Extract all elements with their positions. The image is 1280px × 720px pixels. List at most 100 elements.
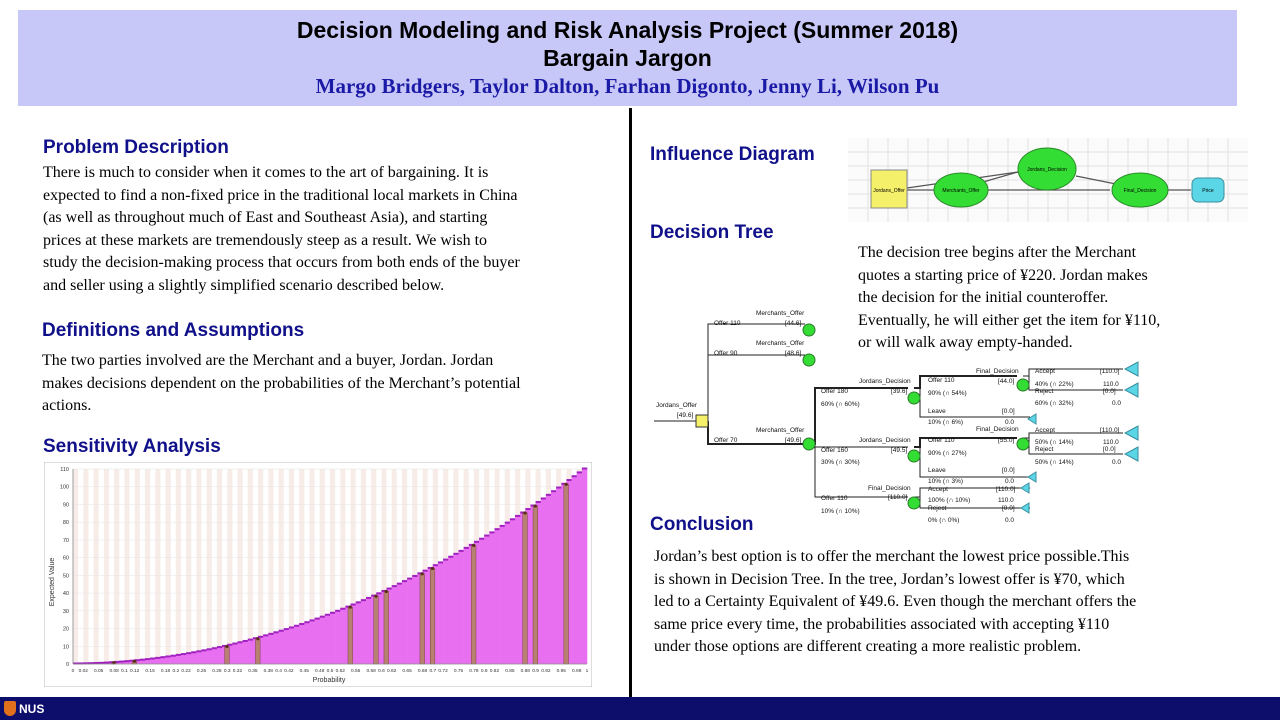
tree-label: 0.0 [1005, 419, 1014, 426]
tree-label: Merchants_Offer [756, 427, 805, 434]
chart-stripe [216, 469, 223, 664]
definitions-heading: Definitions and Assumptions [42, 320, 305, 341]
chart-bar-cap [540, 497, 547, 500]
chart-bar [150, 659, 156, 664]
tree-label: Accept [1035, 368, 1055, 375]
chart-bar [273, 632, 279, 664]
chart-bar-cap [73, 662, 79, 665]
chart-xlabel: Probability [313, 677, 346, 684]
chart-bar [155, 658, 161, 664]
tree-label: Final_Decision [868, 485, 911, 492]
chart-bar [170, 656, 177, 664]
chart-bar [309, 620, 315, 664]
chart-bar-cap [232, 642, 238, 645]
chart-highlight-point [384, 589, 388, 594]
tree-label: Offer 110 [714, 320, 741, 327]
tree-label: [0.0] [1002, 505, 1015, 512]
chart-bar [294, 626, 300, 664]
merchants-offer-label: Merchants_Offer [942, 188, 979, 194]
chart-bar-cap [381, 589, 387, 592]
chart-bar-cap [98, 661, 105, 664]
chart-highlight-point [523, 511, 527, 515]
chart-bar-cap [175, 653, 182, 656]
chart-bar-cap [134, 659, 141, 662]
chart-xtick-label: 0.25 [197, 668, 207, 674]
tree-chance-node [907, 496, 921, 510]
tree-label: Accept [1035, 427, 1055, 434]
chart-bar-cap [139, 658, 146, 661]
tree-label: 90% (∩ 54%) [928, 390, 967, 397]
chart-bar [571, 476, 578, 664]
chart-bar [576, 472, 583, 664]
chart-bar-cap [319, 615, 326, 618]
price-label: Price [1202, 188, 1214, 194]
chart-stripe [103, 469, 109, 664]
chart-ytick-label: 40 [63, 591, 69, 597]
tree-label: Accept [928, 486, 948, 493]
tree-label: 0.0 [1112, 400, 1121, 407]
tree-label: 110.0 [998, 497, 1014, 504]
chart-xtick-label: 0.88 [521, 668, 531, 674]
tree-label: [49.5] [891, 447, 907, 454]
definitions-text: The two parties involved are the Merchan… [42, 350, 622, 418]
chart-bar-cap [509, 518, 516, 521]
chart-stripe [268, 469, 274, 664]
chart-bar [494, 529, 500, 664]
chart-bar [186, 653, 192, 664]
chart-bar-cap [535, 501, 542, 504]
chart-bar-cap [165, 655, 171, 658]
final-decision-label: Final_Decision [1124, 188, 1157, 194]
chart-bar [175, 655, 182, 664]
tree-label: Leave [928, 408, 946, 415]
tree-label: [48.6] [785, 350, 801, 357]
chart-bar [350, 605, 356, 664]
chart-bar [314, 619, 321, 664]
chart-bar-cap [196, 650, 202, 653]
chart-highlight-point [256, 637, 260, 641]
chart-bar [401, 581, 408, 664]
chart-bar-cap [571, 475, 578, 478]
chart-bar [458, 551, 464, 664]
sensitivity-heading: Sensitivity Analysis [43, 436, 221, 457]
tree-label: [0.0] [1103, 446, 1116, 453]
chart-bar-cap [443, 558, 449, 561]
tree-label: 0.0 [1005, 517, 1014, 524]
conclusion-line: led to a Certainty Equivalent of ¥49.6. … [654, 593, 1137, 610]
chart-xtick-label: 1 [586, 668, 589, 674]
problem-line: and seller using a slightly simplified s… [43, 276, 445, 294]
tree-label: [110.0] [888, 494, 908, 501]
conclusion-line: Jordan’s best option is to offer the mer… [654, 548, 1130, 565]
tree-root-decision-node [695, 414, 709, 428]
chart-bar-cap [494, 528, 500, 531]
definitions-line: makes decisions dependent on the probabi… [42, 374, 521, 392]
chart-bar-cap [227, 643, 233, 646]
problem-line: prices at these markets are tremendously… [43, 231, 488, 249]
tree-label: 10% (∩ 3%) [928, 478, 963, 485]
chart-ytick-label: 100 [60, 485, 69, 491]
tree-label: [0.0] [1103, 388, 1116, 395]
chart-xtick-label: 0.9 [532, 668, 539, 674]
chart-stripe [83, 469, 89, 664]
chart-ytick-label: 20 [63, 627, 69, 633]
problem-line: (as well as throughout much of East and … [43, 209, 488, 226]
chart-stripe [258, 469, 264, 664]
tree-label: 10% (∩ 10%) [821, 508, 860, 515]
chart-bar-cap [448, 555, 454, 558]
tree-chance-node [1016, 437, 1030, 451]
tree-terminal-node [1027, 413, 1037, 425]
chart-bar [340, 609, 346, 664]
influence-diagram: Jordans_Offer Merchants_Offer Jordans_De… [848, 138, 1248, 222]
chart-bar [160, 657, 166, 664]
chart-bar-cap [530, 504, 536, 507]
chart-bar [263, 635, 269, 664]
tree-label: Merchants_Offer [756, 310, 805, 317]
chart-bar-cap [566, 479, 572, 482]
chart-bar-cap [155, 656, 161, 659]
chart-bar-cap [263, 634, 269, 637]
chart-stripe [134, 469, 140, 664]
chart-bar-cap [211, 647, 218, 650]
chart-stripe [299, 469, 305, 664]
poster-header: Decision Modeling and Risk Analysis Proj… [18, 10, 1237, 106]
tree-label: 110.0 [1103, 381, 1119, 388]
chart-bar-cap [396, 582, 403, 585]
